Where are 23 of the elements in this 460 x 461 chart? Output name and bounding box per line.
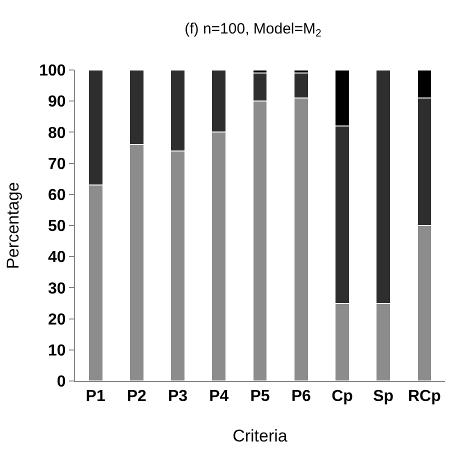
x-tick-label: P1: [86, 388, 106, 406]
y-tick-label: 10: [48, 342, 66, 360]
y-axis-title: Percentage: [4, 182, 23, 269]
x-tick-label: RCp: [408, 388, 442, 406]
y-tick-label: 90: [48, 94, 66, 111]
y-tick-label: 50: [48, 218, 66, 236]
chart-title: (f) n=100, Model=M$_{2}$: [184, 20, 322, 40]
x-tick-label: P4: [209, 388, 229, 406]
x-axis-title: Criteria: [232, 426, 288, 446]
y-tick-label: 30: [48, 280, 66, 298]
y-tick-label: 80: [48, 124, 66, 142]
x-tick-label: P3: [168, 388, 188, 406]
y-tick-label: 100: [39, 62, 66, 80]
x-tick-label: Sp: [373, 388, 394, 406]
y-tick-label: 20: [48, 311, 66, 328]
x-tick-label: P2: [126, 388, 147, 406]
x-tick-label: Cp: [332, 388, 354, 406]
x-tick-label: P6: [291, 388, 311, 406]
x-tick-label: P5: [250, 388, 270, 406]
y-tick-label: 70: [48, 156, 66, 173]
y-tick-label: 40: [48, 249, 66, 266]
y-tick-label: 0: [56, 374, 66, 391]
y-tick-label: 60: [48, 187, 66, 204]
